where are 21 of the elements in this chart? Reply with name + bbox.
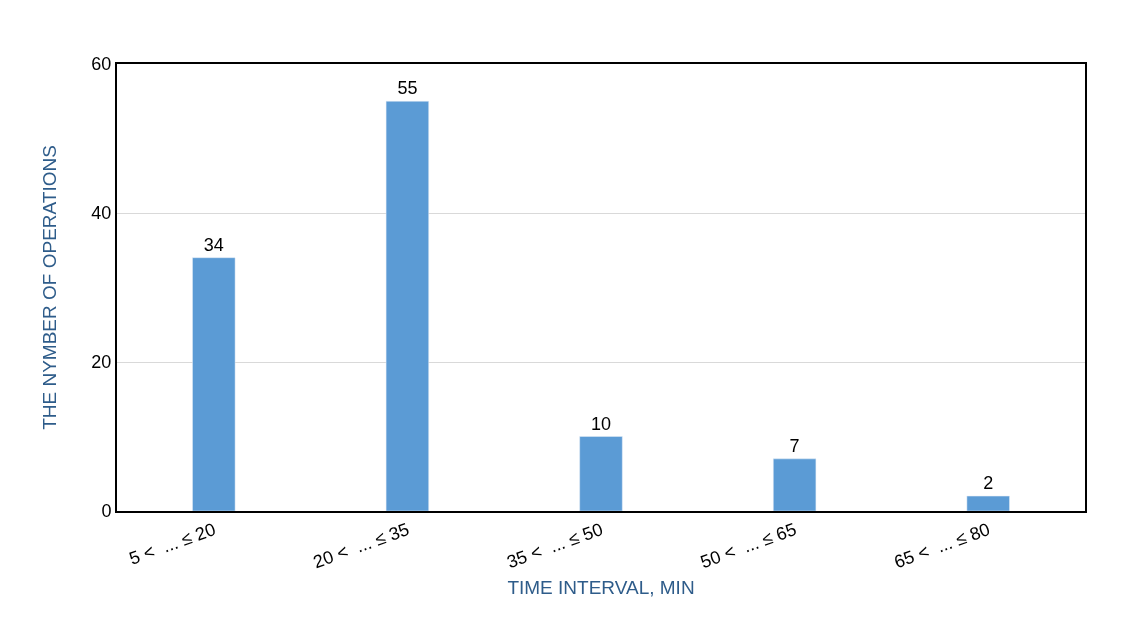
y-tick-label: 0 [101, 501, 112, 522]
x-axis-title: TIME INTERVAL, MIN [507, 577, 695, 599]
bar [773, 458, 817, 511]
bar [579, 436, 623, 511]
y-tick-label: 20 [91, 352, 112, 373]
bar [385, 101, 429, 511]
bar [966, 495, 1010, 511]
x-tick-label: 20 < ... ≤ 35 [310, 519, 412, 573]
data-label: 55 [397, 78, 418, 99]
data-label: 7 [789, 435, 800, 456]
y-axis-title: THE NYMBER OF OPERATIONS [38, 145, 60, 430]
x-tick-label: 5 < ... ≤ 20 [126, 519, 219, 569]
y-tick-label: 40 [91, 203, 112, 224]
bar [192, 257, 236, 511]
data-label: 10 [590, 413, 612, 434]
data-label: 2 [983, 473, 994, 494]
x-tick-label: 50 < ... ≤ 65 [697, 519, 800, 573]
x-tick-label: 35 < ... ≤ 50 [504, 519, 606, 573]
y-tick-label: 60 [91, 54, 112, 75]
data-label: 34 [203, 234, 224, 255]
x-tick-label: 65 < ... ≤ 80 [891, 519, 993, 573]
